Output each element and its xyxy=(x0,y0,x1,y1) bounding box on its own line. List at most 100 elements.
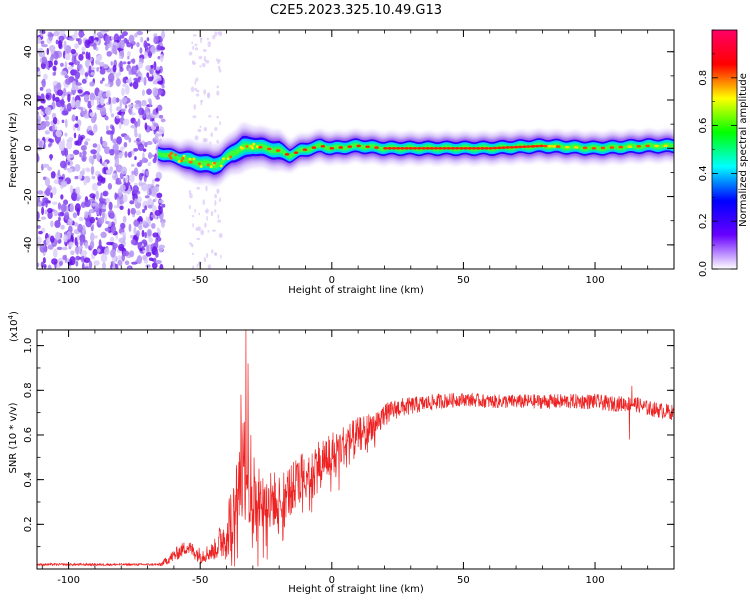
heatmap-noise-blob xyxy=(38,124,46,131)
snr-y-tick-label: 1.0 xyxy=(23,338,34,354)
heatmap-noise-blob xyxy=(112,242,118,249)
heatmap-noise-blob xyxy=(52,116,58,125)
heatmap-noise-blob xyxy=(148,197,153,205)
heatmap-x-tick-label: -100 xyxy=(57,275,80,286)
heatmap-noise-blob xyxy=(145,170,149,176)
heatmap-noise-blob xyxy=(133,147,139,152)
heatmap-noise-blob xyxy=(154,75,161,79)
heatmap-noise-blob xyxy=(98,239,102,249)
heatmap-noise-blob xyxy=(117,187,123,197)
heatmap-noise-blob xyxy=(49,153,53,161)
heatmap-noise-blob xyxy=(194,43,198,47)
heatmap-noise-blob xyxy=(141,89,145,96)
heatmap-trace-core xyxy=(404,146,409,150)
heatmap-noise-blob xyxy=(57,169,61,177)
heatmap-noise-blob xyxy=(159,263,164,269)
heatmap-noise-blob xyxy=(212,229,216,232)
heatmap-trace-core xyxy=(609,146,615,149)
heatmap-noise-blob xyxy=(89,216,95,224)
heatmap-noise-blob xyxy=(202,137,207,143)
heatmap-x-ticks: -100 -50 0 50 100 xyxy=(41,30,675,286)
heatmap-noise-blob xyxy=(203,126,208,132)
heatmap-noise-blob xyxy=(108,201,113,211)
heatmap-noise-blob xyxy=(40,40,45,45)
heatmap-noise-blob xyxy=(152,87,159,97)
heatmap-noise-blob xyxy=(127,208,131,216)
heatmap-trace-core xyxy=(480,146,485,150)
heatmap-noise-blob xyxy=(84,72,89,77)
heatmap-noise-blob xyxy=(196,89,200,93)
heatmap-noise-blob xyxy=(133,219,140,227)
heatmap-noise-blob xyxy=(147,76,154,82)
heatmap-noise-blob xyxy=(203,257,207,263)
heatmap-noise-blob xyxy=(105,125,109,131)
heatmap-noise-blob xyxy=(53,179,60,185)
heatmap-trace-core xyxy=(425,146,430,150)
heatmap-noise-blob xyxy=(194,135,199,141)
heatmap-noise-blob xyxy=(37,225,41,229)
heatmap-noise-blob xyxy=(157,104,163,112)
heatmap-noise-blob xyxy=(114,263,119,269)
heatmap-noise-blob xyxy=(216,139,219,144)
heatmap-noise-blob xyxy=(47,211,53,220)
heatmap-noise-blob xyxy=(193,103,197,110)
heatmap-noise-blob xyxy=(55,39,59,45)
heatmap-y-axis-label: Frequency (Hz) xyxy=(8,112,19,188)
heatmap-noise-blob xyxy=(188,51,193,56)
heatmap-noise-blob xyxy=(131,150,135,156)
snr-y-tick-label: 0.2 xyxy=(23,516,34,532)
heatmap-noise-blob xyxy=(68,62,74,66)
heatmap-noise-blob xyxy=(94,112,97,122)
heatmap-noise-blob xyxy=(116,115,120,119)
heatmap-noise-blob xyxy=(131,261,138,265)
heatmap-noise-blob xyxy=(161,203,166,208)
heatmap-noise-blob xyxy=(99,66,103,70)
heatmap-noise-blob xyxy=(84,39,91,49)
heatmap-noise-blob xyxy=(51,173,55,179)
heatmap-noise-blob xyxy=(105,89,111,99)
heatmap-trace-core xyxy=(338,146,344,149)
heatmap-noise-blob xyxy=(54,96,60,102)
heatmap-noise-blob xyxy=(53,59,58,66)
heatmap-trace-core xyxy=(463,146,468,150)
heatmap-trace-speckle xyxy=(182,154,186,158)
heatmap-trace-core xyxy=(551,145,557,148)
heatmap-noise-blob xyxy=(104,34,111,45)
heatmap-noise-blob xyxy=(196,186,200,190)
heatmap-noise-blob xyxy=(94,95,99,101)
heatmap-noise-blob xyxy=(88,155,95,164)
heatmap-noise-blob xyxy=(127,151,132,158)
heatmap-noise-blob xyxy=(211,249,214,254)
heatmap-frame xyxy=(36,29,675,270)
heatmap-noise-blob xyxy=(58,260,63,266)
heatmap-noise-blob xyxy=(104,213,107,222)
heatmap-noise-blob xyxy=(105,169,112,175)
heatmap-noise-blob xyxy=(98,61,105,67)
heatmap-trace-speckle xyxy=(188,157,192,161)
heatmap-noise-blob xyxy=(75,260,79,267)
snr-scale-prefix: (x10 xyxy=(9,319,20,342)
heatmap-noise-blob xyxy=(128,106,133,115)
heatmap-noise-blob xyxy=(74,175,79,180)
heatmap-noise-blob xyxy=(102,262,106,269)
heatmap-noise-blob xyxy=(47,166,52,171)
heatmap-trace-core xyxy=(492,146,498,150)
heatmap-trace-speckle xyxy=(198,162,201,166)
heatmap-noise-blob xyxy=(144,231,148,239)
heatmap-noise-blob xyxy=(128,137,132,143)
heatmap-noise-blob xyxy=(189,192,193,199)
heatmap-noise-blob xyxy=(91,175,96,180)
heatmap-x-tick-label: 0 xyxy=(329,275,335,286)
heatmap-noise-blob xyxy=(45,187,51,197)
heatmap-noise-blob xyxy=(136,255,143,265)
snr-y-tick-label: 0.6 xyxy=(23,427,34,443)
heatmap-noise-blob xyxy=(134,100,142,104)
heatmap-trace-core xyxy=(356,144,361,148)
heatmap-trace-core xyxy=(496,146,502,150)
snr-y-tick-label: 0.8 xyxy=(23,382,34,398)
heatmap-trace-core xyxy=(302,148,308,151)
heatmap-noise-blob xyxy=(99,68,106,75)
heatmap-trace-speckle xyxy=(189,160,193,164)
heatmap-noise-blob xyxy=(121,253,126,262)
heatmap-noise-blob xyxy=(130,234,134,239)
